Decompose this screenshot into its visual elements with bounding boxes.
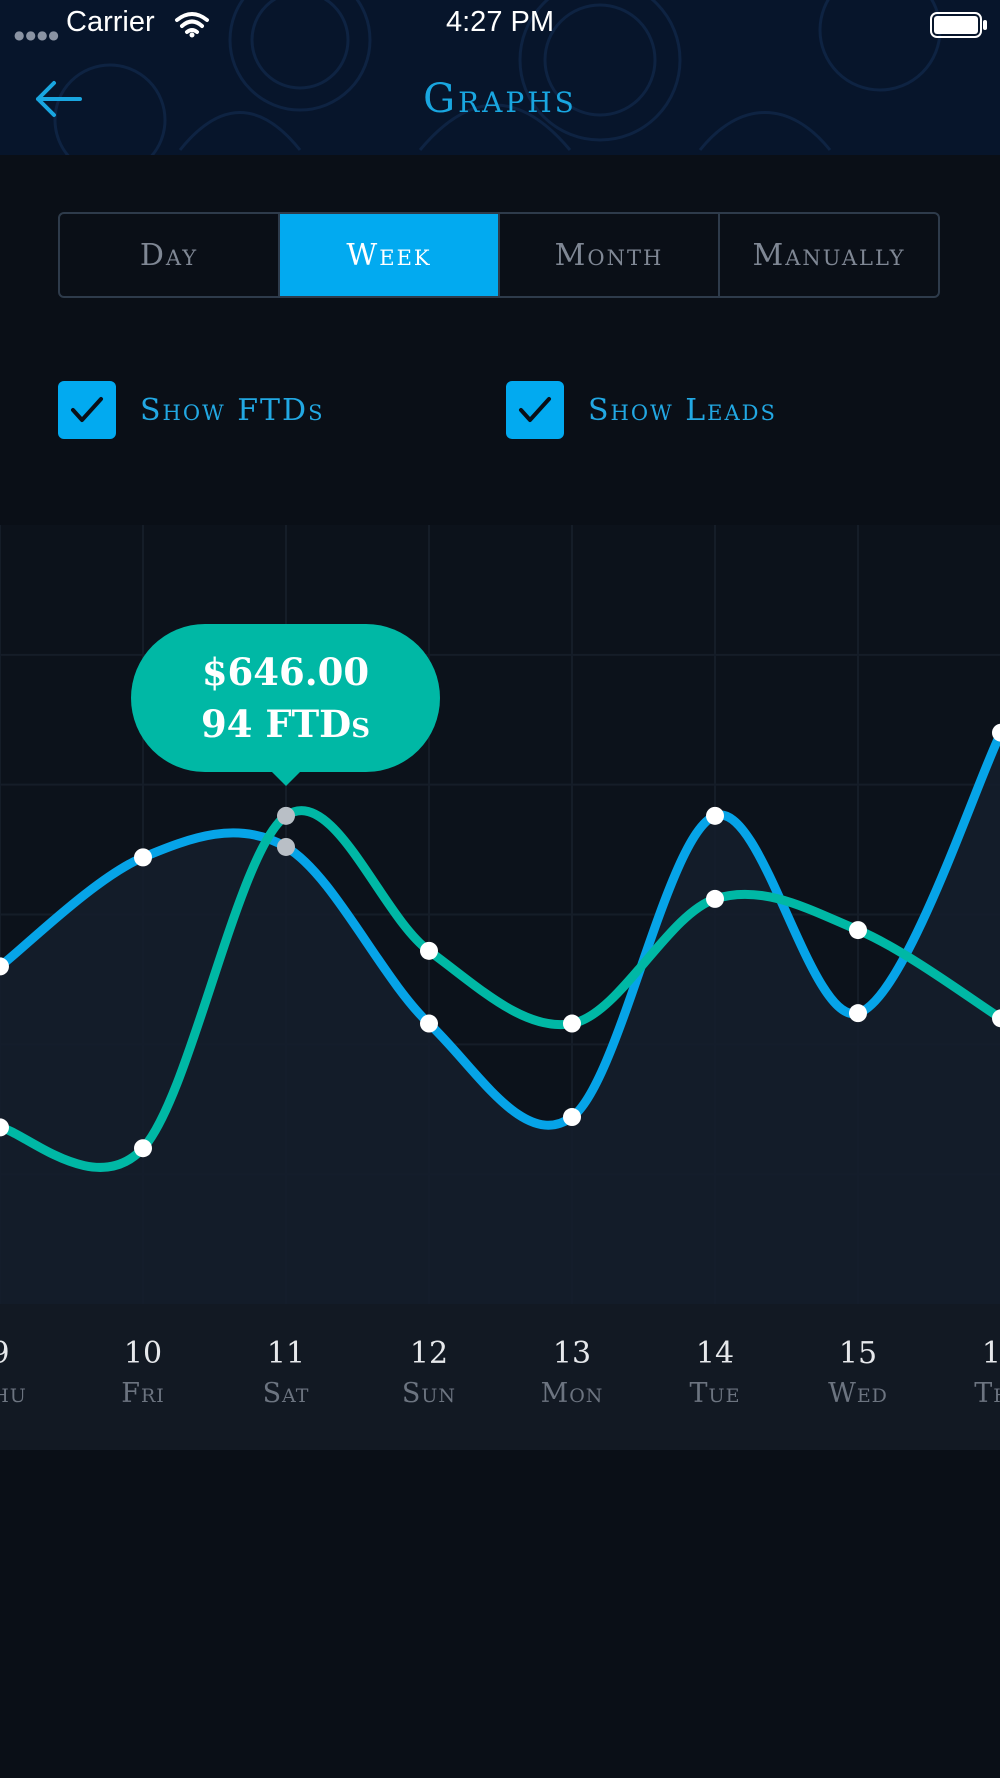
wifi-icon (175, 12, 209, 38)
x-tick-day: Thu (0, 1378, 27, 1409)
ftds-series-line (0, 806, 1000, 1172)
checkmark-icon (71, 397, 103, 422)
leads-data-point (0, 957, 9, 976)
x-axis: 9 Thu 10 Fri 11 Sat 12 Sun 13 Mon 14 Tue 15 Wed 16 Thu (0, 1304, 1000, 1450)
header-ornament-pattern (53, 0, 942, 155)
status-time: 4:27 PM (446, 6, 554, 38)
x-tick-day: Sun (401, 1378, 457, 1409)
x-tick-day: Wed (828, 1378, 888, 1409)
tooltip-count: 94 FTDs (200, 702, 371, 746)
show-ftds-checkbox[interactable] (58, 381, 116, 439)
back-arrow-icon[interactable] (30, 76, 90, 122)
tab-week[interactable]: Week (280, 214, 500, 296)
ftds-data-point (992, 1009, 1000, 1028)
checkmark-icon (519, 397, 551, 422)
tab-day[interactable]: Day (60, 214, 280, 296)
tooltip-amount: $646.00 (201, 650, 370, 694)
ftds-data-point (849, 921, 867, 940)
ftds-data-point (134, 1139, 152, 1158)
x-tick-day: Tue (689, 1378, 741, 1409)
ftds-data-point (420, 941, 438, 960)
x-tick-day: Sat (262, 1378, 310, 1409)
x-tick-number: 10 (123, 1336, 163, 1371)
carrier-name: Carrier (66, 6, 155, 38)
nav-header: ●●●● Carrier 4:27 PM Graphs (0, 0, 1000, 155)
leads-data-point (992, 723, 1000, 742)
x-tick-number: 12 (409, 1336, 449, 1371)
ftds-data-point (706, 889, 724, 908)
show-ftds-toggle[interactable]: Show FTDs (58, 381, 324, 439)
x-tick-day: Fri (121, 1378, 165, 1409)
page-title: Graphs (423, 76, 577, 122)
line-chart[interactable] (0, 525, 1000, 1450)
x-tick-number: 14 (695, 1336, 735, 1371)
leads-data-point (706, 806, 724, 825)
leads-data-point (134, 848, 152, 867)
status-bar: ●●●● Carrier 4:27 PM (0, 0, 1000, 48)
show-leads-toggle[interactable]: Show Leads (506, 381, 777, 439)
x-tick-number: 13 (552, 1336, 592, 1371)
x-tick-number: 11 (266, 1336, 306, 1371)
x-tick-number: 15 (838, 1336, 878, 1371)
ftds-data-point (563, 1014, 581, 1033)
signal-strength-icon: ●●●● (14, 28, 60, 42)
range-segmented-control: Day Week Month Manually (58, 212, 940, 298)
ftds-data-point (277, 806, 295, 825)
x-tick-day: Mon (540, 1378, 604, 1409)
show-ftds-label: Show FTDs (140, 392, 325, 428)
x-tick-number: 9 (0, 1336, 60, 1371)
leads-data-point (849, 1004, 867, 1023)
battery-icon (930, 12, 987, 38)
leads-data-point (277, 837, 295, 856)
ftds-data-point (0, 1118, 9, 1137)
tooltip-pointer (270, 770, 302, 786)
show-leads-label: Show Leads (588, 392, 777, 428)
chart-tooltip: $646.00 94 FTDs (131, 624, 440, 772)
tab-manually[interactable]: Manually (752, 237, 906, 273)
leads-data-point (563, 1108, 581, 1127)
x-tick-number: 16 (981, 1336, 1000, 1371)
show-leads-checkbox[interactable] (506, 381, 564, 439)
x-tick-day: Thu (974, 1378, 1000, 1409)
tab-month[interactable]: Month (500, 214, 720, 296)
leads-data-point (420, 1014, 438, 1033)
